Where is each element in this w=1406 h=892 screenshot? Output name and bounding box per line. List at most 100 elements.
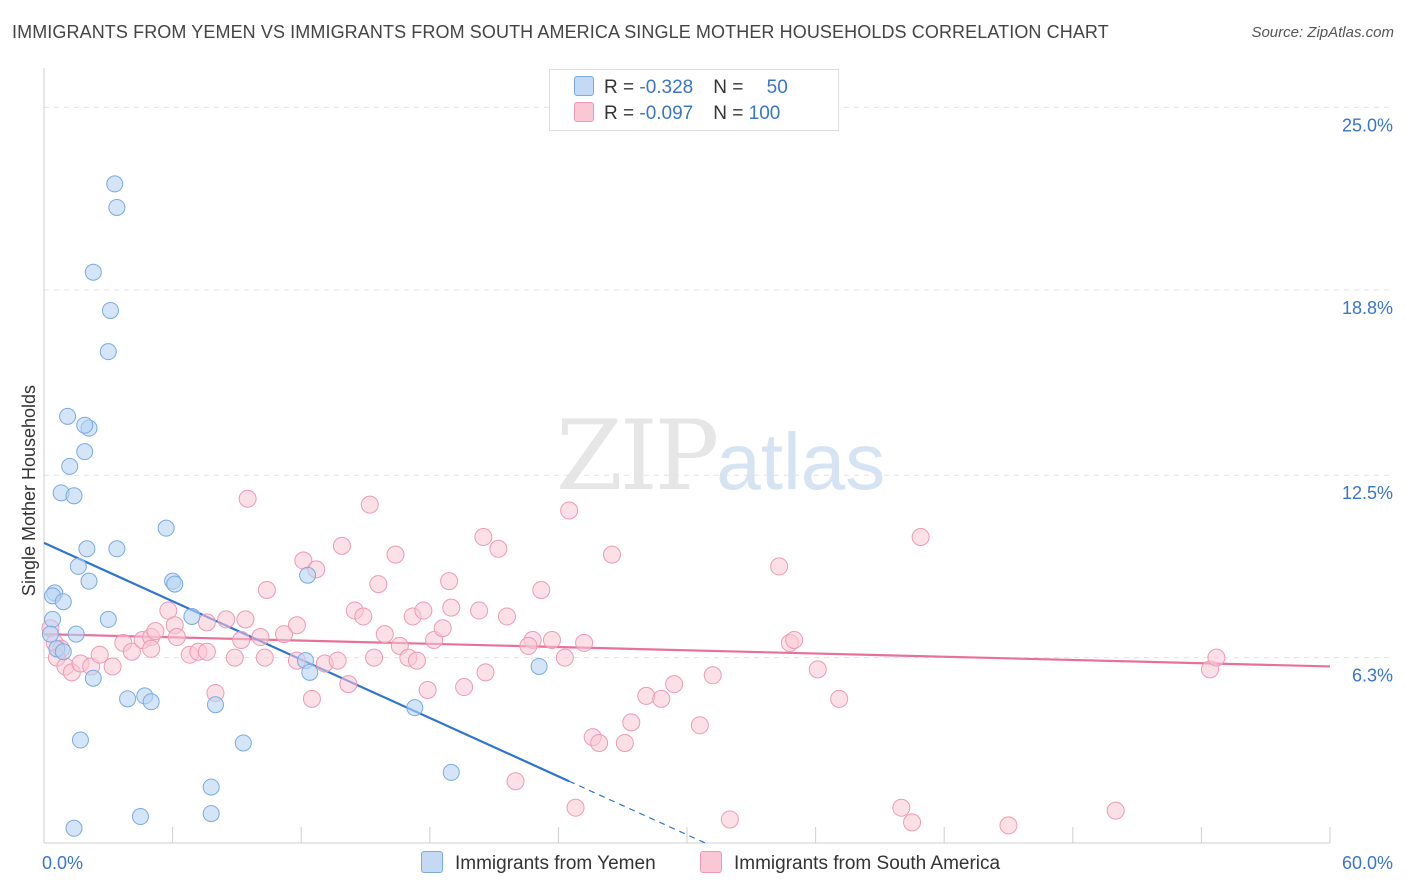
point-south-america xyxy=(365,648,384,667)
legend-n-value: 100 xyxy=(748,103,781,124)
point-yemen xyxy=(44,610,62,628)
point-south-america xyxy=(542,630,561,649)
point-south-america xyxy=(622,713,641,732)
point-south-america xyxy=(217,610,236,629)
legend-r-label: R = xyxy=(604,103,640,124)
point-south-america xyxy=(236,610,255,629)
point-yemen xyxy=(406,699,424,717)
point-yemen xyxy=(71,731,89,749)
point-south-america xyxy=(442,598,461,617)
point-south-america xyxy=(911,528,930,546)
point-south-america xyxy=(103,657,122,676)
point-south-america xyxy=(386,545,405,564)
series-south-america xyxy=(41,489,1226,835)
point-south-america xyxy=(302,689,321,708)
watermark: ZIPatlas xyxy=(556,400,885,512)
point-south-america xyxy=(332,536,351,555)
point-yemen xyxy=(206,696,224,714)
point-yemen xyxy=(80,572,98,590)
point-south-america xyxy=(602,545,621,564)
point-south-america xyxy=(369,575,388,594)
point-yemen xyxy=(183,607,201,625)
point-south-america xyxy=(590,733,609,752)
point-yemen xyxy=(41,625,59,643)
point-yemen xyxy=(157,519,175,537)
point-south-america xyxy=(275,625,294,644)
point-south-america xyxy=(360,495,379,514)
point-yemen xyxy=(101,301,119,319)
point-south-america xyxy=(999,816,1018,835)
legend-row-yemen: R = -0.328 N = 50 xyxy=(574,76,788,102)
legend-n-value: 50 xyxy=(766,77,788,98)
axis-labels: 6.3% 12.5% 18.8% 25.0% 0.0% 60.0% Single Mothe… xyxy=(19,115,1393,873)
point-south-america xyxy=(328,651,347,670)
legend-row-south-america: R = -0.097 N = 100 xyxy=(574,102,780,128)
x-tick-label: 60.0% xyxy=(1342,853,1393,873)
point-south-america xyxy=(232,630,251,649)
point-south-america xyxy=(665,675,684,694)
legend-swatch-yemen xyxy=(574,76,594,96)
point-yemen xyxy=(59,407,77,425)
point-south-america xyxy=(555,648,574,667)
point-south-america xyxy=(560,501,579,520)
point-south-america xyxy=(122,642,141,661)
point-yemen xyxy=(131,808,149,826)
point-south-america xyxy=(287,616,306,635)
point-south-america xyxy=(167,628,186,647)
y-axis-label: Single Mother Households xyxy=(19,385,39,596)
point-south-america xyxy=(146,622,165,641)
point-yemen xyxy=(106,175,124,193)
point-south-america xyxy=(892,798,911,817)
point-south-america xyxy=(225,648,244,667)
point-south-america xyxy=(1207,648,1226,667)
point-south-america xyxy=(197,642,216,661)
point-yemen xyxy=(54,593,72,611)
point-south-america xyxy=(497,607,516,626)
legend-r-value: -0.328 xyxy=(639,77,694,98)
point-south-america xyxy=(90,645,109,664)
point-south-america xyxy=(637,686,656,705)
y-tick-label: 12.5% xyxy=(1342,483,1393,503)
point-south-america xyxy=(785,630,804,649)
bottom-legend-swatch-yemen xyxy=(421,851,443,873)
point-south-america xyxy=(1106,801,1125,820)
correlation-legend: R = -0.328 N = 50 R = -0.097 N = 100 xyxy=(549,69,839,131)
point-south-america xyxy=(470,601,489,620)
point-yemen xyxy=(76,443,94,461)
point-yemen xyxy=(78,540,96,558)
point-yemen xyxy=(54,643,72,661)
point-south-america xyxy=(197,613,216,632)
point-yemen xyxy=(108,540,126,558)
point-south-america xyxy=(519,636,538,655)
point-yemen xyxy=(142,693,160,711)
point-south-america xyxy=(251,628,270,647)
point-south-america xyxy=(433,619,452,638)
point-yemen xyxy=(202,778,220,796)
chart-title: IMMIGRANTS FROM YEMEN VS IMMIGRANTS FROM… xyxy=(12,22,1109,42)
trendlines xyxy=(43,541,1331,845)
point-south-america xyxy=(440,572,459,591)
point-yemen xyxy=(166,575,184,593)
point-yemen xyxy=(301,663,319,681)
point-yemen xyxy=(202,805,220,823)
point-yemen xyxy=(99,343,117,361)
point-south-america xyxy=(474,528,493,546)
source-label: Source: ZipAtlas.com xyxy=(1251,24,1394,41)
trendline-yemen-extension xyxy=(568,780,709,845)
point-yemen xyxy=(442,763,460,781)
y-tick-label: 6.3% xyxy=(1352,666,1393,686)
point-south-america xyxy=(808,660,827,679)
point-south-america xyxy=(652,689,671,708)
bottom-legend-south-america: Immigrants from South America xyxy=(700,851,1000,875)
point-south-america xyxy=(255,648,274,667)
point-yemen xyxy=(234,734,252,752)
legend-swatch-south-america xyxy=(574,102,594,122)
y-tick-label: 25.0% xyxy=(1342,115,1393,135)
point-south-america xyxy=(575,633,594,652)
point-south-america xyxy=(830,689,849,708)
point-south-america xyxy=(354,607,373,626)
point-south-america xyxy=(339,675,358,694)
point-yemen xyxy=(67,625,85,643)
point-yemen xyxy=(99,610,117,628)
point-yemen xyxy=(69,557,87,575)
